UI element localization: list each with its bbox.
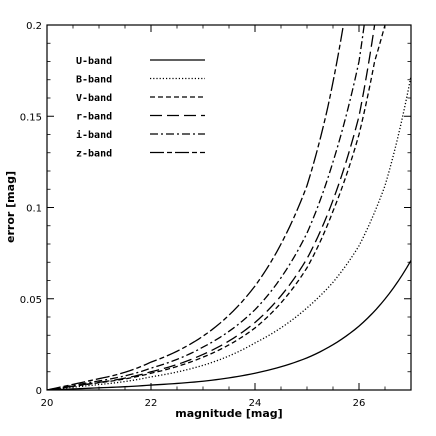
y-tick-label: 0.15 [20, 112, 42, 123]
y-tick-label: 0 [36, 386, 42, 397]
x-tick-label: 20 [41, 398, 54, 409]
axis-ticks: 20 22 24 26 0 0.05 0.1 0.15 0.2 [20, 21, 411, 409]
series-line-i-band [47, 25, 365, 390]
legend-label: r-band [76, 112, 112, 123]
x-tick-label: 26 [353, 398, 366, 409]
y-tick-label: 0.05 [20, 295, 42, 306]
legend-label: U-band [76, 56, 112, 67]
legend-label: z-band [76, 149, 112, 160]
legend-label: i-band [76, 129, 112, 141]
series-lines [47, 25, 411, 390]
x-tick-label: 24 [249, 398, 262, 409]
y-tick-label: 0.1 [26, 204, 42, 215]
legend: U-band B-band V-band r-band i-band z-band [76, 56, 205, 160]
y-axis-title: error [mag] [4, 171, 17, 243]
legend-label: V-band [76, 93, 112, 104]
series-line-z-band [47, 25, 345, 390]
series-line-r-band [47, 25, 376, 390]
x-tick-label: 22 [145, 398, 158, 409]
y-tick-label: 0.2 [26, 21, 42, 32]
series-line-b-band [47, 75, 411, 390]
legend-label: B-band [76, 75, 112, 86]
x-axis-title: magnitude [mag] [175, 407, 282, 420]
series-line-u-band [47, 260, 411, 390]
